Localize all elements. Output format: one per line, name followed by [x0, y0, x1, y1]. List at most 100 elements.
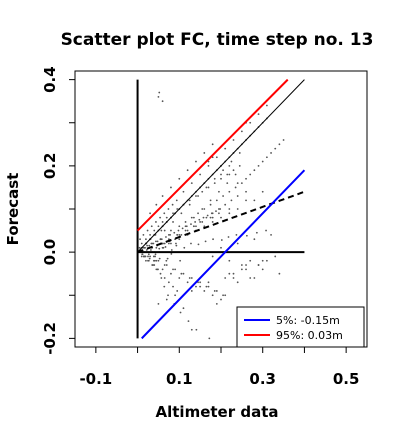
data-point	[211, 143, 214, 146]
data-point	[203, 225, 206, 228]
data-point	[159, 238, 162, 241]
data-point	[198, 218, 201, 221]
data-point	[236, 242, 239, 245]
data-point	[207, 186, 210, 189]
data-point	[195, 225, 197, 228]
x-tick-label: 0.5	[333, 370, 360, 388]
data-point	[170, 249, 173, 251]
legend: 5%: -0.15m 95%: 0.03m	[236, 306, 365, 348]
data-point	[153, 229, 156, 232]
data-point	[274, 147, 277, 150]
data-point	[255, 231, 258, 234]
data-point	[253, 199, 256, 202]
data-point	[160, 229, 163, 232]
data-point	[240, 268, 243, 271]
data-point	[194, 221, 197, 223]
scatter-points	[137, 91, 285, 340]
data-point	[155, 246, 158, 249]
data-point	[160, 238, 163, 241]
data-point	[155, 259, 158, 262]
data-point	[236, 208, 239, 210]
data-point	[220, 177, 222, 180]
data-point	[228, 173, 231, 176]
data-point	[157, 95, 160, 98]
data-point	[207, 281, 210, 284]
data-point	[147, 259, 150, 262]
data-point	[142, 233, 145, 236]
data-point	[211, 294, 214, 297]
data-point	[184, 229, 187, 232]
data-point	[170, 186, 172, 189]
data-point	[182, 272, 185, 275]
data-point	[167, 294, 169, 297]
data-point	[161, 221, 164, 223]
data-point	[249, 277, 252, 279]
data-point	[238, 152, 241, 154]
data-point	[188, 199, 191, 202]
data-point	[146, 229, 149, 232]
data-point	[201, 190, 204, 193]
data-point	[160, 277, 163, 279]
data-point	[211, 221, 214, 223]
data-point	[240, 182, 243, 185]
data-point	[172, 212, 174, 215]
data-point	[240, 264, 243, 266]
data-point	[232, 139, 235, 141]
data-point	[257, 113, 260, 116]
data-point	[177, 229, 180, 232]
data-point	[144, 255, 147, 258]
data-point	[215, 302, 218, 305]
data-point	[220, 173, 222, 176]
data-point	[228, 208, 231, 210]
data-point	[163, 229, 166, 232]
data-point	[195, 195, 197, 197]
data-point	[236, 195, 239, 197]
data-point	[180, 233, 183, 236]
data-point	[157, 302, 160, 305]
reference-lines	[136, 78, 306, 340]
data-point	[141, 253, 144, 256]
data-point	[228, 212, 231, 215]
data-point	[265, 156, 268, 159]
data-point	[218, 190, 220, 193]
data-point	[211, 216, 214, 219]
data-point	[147, 253, 150, 256]
data-point	[224, 294, 227, 297]
data-point	[230, 160, 233, 163]
x-tick-label: 0.3	[249, 370, 276, 388]
data-point	[186, 281, 189, 284]
data-point	[228, 164, 231, 167]
legend-box	[236, 306, 365, 348]
data-point	[187, 320, 190, 323]
data-point	[181, 227, 184, 230]
data-point	[226, 173, 229, 176]
data-point	[236, 281, 239, 284]
data-point	[178, 233, 181, 236]
data-point	[152, 242, 155, 245]
data-point	[150, 225, 153, 228]
data-point	[212, 238, 214, 241]
data-point	[199, 221, 202, 223]
data-point	[232, 272, 235, 275]
data-point	[164, 246, 167, 248]
quantile-95-line	[136, 78, 289, 232]
x-tick-label: 0.1	[166, 370, 193, 388]
data-point	[209, 216, 212, 219]
data-point	[220, 246, 222, 249]
data-point	[163, 264, 166, 266]
data-point	[154, 253, 157, 256]
data-point	[232, 277, 235, 279]
data-point	[165, 236, 167, 238]
data-point	[153, 264, 156, 266]
data-point	[234, 173, 237, 176]
data-point	[222, 294, 224, 297]
data-point	[192, 216, 195, 219]
data-point	[166, 257, 169, 260]
identity-line	[137, 79, 305, 253]
data-point	[147, 255, 149, 258]
data-point	[174, 268, 177, 271]
data-point	[180, 212, 183, 215]
data-point	[163, 277, 166, 279]
data-point	[197, 212, 199, 215]
data-point	[176, 208, 179, 210]
